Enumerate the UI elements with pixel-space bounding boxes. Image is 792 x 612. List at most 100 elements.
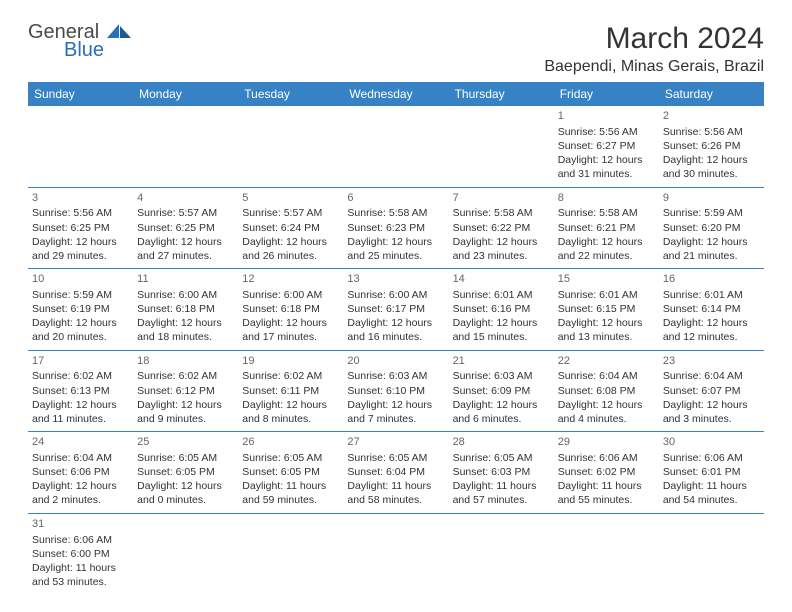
day-detail: Sunrise: 5:57 AM (242, 206, 339, 220)
day-detail: Sunset: 6:11 PM (242, 384, 339, 398)
calendar-cell: 31Sunrise: 6:06 AMSunset: 6:00 PMDayligh… (28, 513, 133, 594)
day-detail: Sunrise: 6:00 AM (242, 288, 339, 302)
day-detail: Daylight: 12 hours (663, 235, 760, 249)
day-detail: Sunrise: 6:06 AM (32, 533, 129, 547)
day-detail: Sunset: 6:23 PM (347, 221, 444, 235)
day-detail: and 29 minutes. (32, 249, 129, 263)
day-detail: and 31 minutes. (558, 167, 655, 181)
calendar-table: SundayMondayTuesdayWednesdayThursdayFrid… (28, 82, 764, 594)
day-detail: Sunrise: 5:56 AM (558, 125, 655, 139)
day-detail: and 7 minutes. (347, 412, 444, 426)
day-detail: Sunrise: 6:01 AM (663, 288, 760, 302)
day-number: 28 (453, 435, 550, 450)
day-detail: Sunset: 6:05 PM (137, 465, 234, 479)
day-detail: and 21 minutes. (663, 249, 760, 263)
day-detail: and 27 minutes. (137, 249, 234, 263)
day-detail: Daylight: 12 hours (32, 235, 129, 249)
day-detail: Daylight: 12 hours (242, 235, 339, 249)
day-number: 1 (558, 109, 655, 124)
day-detail: Daylight: 12 hours (32, 316, 129, 330)
day-detail: Sunrise: 6:00 AM (347, 288, 444, 302)
day-header: Thursday (449, 82, 554, 106)
day-detail: Sunset: 6:18 PM (242, 302, 339, 316)
calendar-cell: 13Sunrise: 6:00 AMSunset: 6:17 PMDayligh… (343, 269, 448, 351)
day-detail: Sunset: 6:24 PM (242, 221, 339, 235)
day-number: 6 (347, 191, 444, 206)
calendar-cell: 7Sunrise: 5:58 AMSunset: 6:22 PMDaylight… (449, 187, 554, 269)
day-detail: Sunset: 6:27 PM (558, 139, 655, 153)
day-number: 2 (663, 109, 760, 124)
calendar-cell: 26Sunrise: 6:05 AMSunset: 6:05 PMDayligh… (238, 432, 343, 514)
calendar-cell: 17Sunrise: 6:02 AMSunset: 6:13 PMDayligh… (28, 350, 133, 432)
calendar-cell: 5Sunrise: 5:57 AMSunset: 6:24 PMDaylight… (238, 187, 343, 269)
title-block: March 2024 Baependi, Minas Gerais, Brazi… (544, 22, 764, 76)
day-detail: and 53 minutes. (32, 575, 129, 589)
calendar-cell (659, 513, 764, 594)
calendar-cell: 30Sunrise: 6:06 AMSunset: 6:01 PMDayligh… (659, 432, 764, 514)
day-detail: Daylight: 12 hours (453, 235, 550, 249)
day-detail: Sunset: 6:07 PM (663, 384, 760, 398)
day-detail: Daylight: 12 hours (558, 398, 655, 412)
day-detail: Sunrise: 6:05 AM (347, 451, 444, 465)
calendar-cell (343, 106, 448, 187)
calendar-cell: 11Sunrise: 6:00 AMSunset: 6:18 PMDayligh… (133, 269, 238, 351)
calendar-cell: 3Sunrise: 5:56 AMSunset: 6:25 PMDaylight… (28, 187, 133, 269)
day-number: 13 (347, 272, 444, 287)
day-detail: Sunrise: 5:57 AM (137, 206, 234, 220)
calendar-week: 24Sunrise: 6:04 AMSunset: 6:06 PMDayligh… (28, 432, 764, 514)
calendar-cell (554, 513, 659, 594)
calendar-week: 1Sunrise: 5:56 AMSunset: 6:27 PM Daylight… (28, 106, 764, 187)
day-detail: Sunset: 6:06 PM (32, 465, 129, 479)
calendar-cell: 12Sunrise: 6:00 AMSunset: 6:18 PMDayligh… (238, 269, 343, 351)
calendar-cell: 27Sunrise: 6:05 AMSunset: 6:04 PMDayligh… (343, 432, 448, 514)
day-detail: and 20 minutes. (32, 330, 129, 344)
day-detail: Sunset: 6:25 PM (137, 221, 234, 235)
day-number: 30 (663, 435, 760, 450)
day-number: 8 (558, 191, 655, 206)
day-detail: Daylight: 11 hours (242, 479, 339, 493)
day-detail: Sunset: 6:21 PM (558, 221, 655, 235)
day-number: 14 (453, 272, 550, 287)
calendar-header-row: SundayMondayTuesdayWednesdayThursdayFrid… (28, 82, 764, 106)
logo-text-2: Blue (64, 40, 131, 60)
day-detail: Daylight: 12 hours (663, 316, 760, 330)
day-detail: and 55 minutes. (558, 493, 655, 507)
day-detail: Sunrise: 5:58 AM (558, 206, 655, 220)
day-detail: Sunrise: 6:05 AM (453, 451, 550, 465)
day-detail: Sunrise: 6:03 AM (453, 369, 550, 383)
day-detail: and 8 minutes. (242, 412, 339, 426)
day-header: Saturday (659, 82, 764, 106)
day-detail: Sunset: 6:14 PM (663, 302, 760, 316)
day-header: Tuesday (238, 82, 343, 106)
day-detail: Sunrise: 6:02 AM (32, 369, 129, 383)
calendar-cell: 23Sunrise: 6:04 AMSunset: 6:07 PMDayligh… (659, 350, 764, 432)
day-detail: and 18 minutes. (137, 330, 234, 344)
day-detail: Sunset: 6:02 PM (558, 465, 655, 479)
day-detail: Sunrise: 6:04 AM (558, 369, 655, 383)
day-detail: Daylight: 12 hours (347, 398, 444, 412)
calendar-cell: 19Sunrise: 6:02 AMSunset: 6:11 PMDayligh… (238, 350, 343, 432)
calendar-cell: 1Sunrise: 5:56 AMSunset: 6:27 PMDaylight… (554, 106, 659, 187)
day-detail: Sunset: 6:26 PM (663, 139, 760, 153)
day-number: 9 (663, 191, 760, 206)
day-detail: Daylight: 12 hours (453, 316, 550, 330)
calendar-cell: 29Sunrise: 6:06 AMSunset: 6:02 PMDayligh… (554, 432, 659, 514)
day-detail: Sunset: 6:20 PM (663, 221, 760, 235)
day-detail: and 16 minutes. (347, 330, 444, 344)
day-number: 22 (558, 354, 655, 369)
header: General Blue March 2024 Baependi, Minas … (28, 22, 764, 76)
calendar-cell: 8Sunrise: 5:58 AMSunset: 6:21 PMDaylight… (554, 187, 659, 269)
calendar-cell (449, 106, 554, 187)
day-number: 24 (32, 435, 129, 450)
day-detail: and 6 minutes. (453, 412, 550, 426)
day-number: 21 (453, 354, 550, 369)
day-detail: Daylight: 12 hours (242, 398, 339, 412)
month-title: March 2024 (544, 22, 764, 56)
day-detail: Daylight: 12 hours (663, 153, 760, 167)
day-detail: Sunset: 6:12 PM (137, 384, 234, 398)
day-detail: Daylight: 12 hours (32, 479, 129, 493)
day-detail: Sunrise: 5:56 AM (32, 206, 129, 220)
calendar-cell (133, 513, 238, 594)
calendar-cell: 2Sunrise: 5:56 AMSunset: 6:26 PMDaylight… (659, 106, 764, 187)
day-detail: Sunset: 6:25 PM (32, 221, 129, 235)
